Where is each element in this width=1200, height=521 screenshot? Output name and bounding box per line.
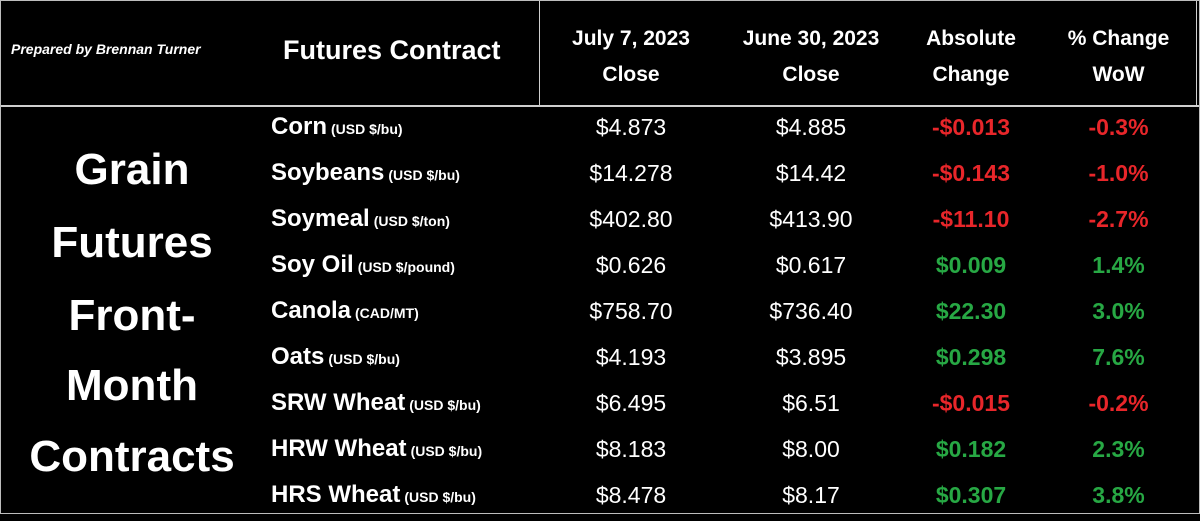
absolute-change-value: -$11.10 <box>932 206 1010 232</box>
jun30-close-value: $14.42 <box>775 160 847 186</box>
pct-change-value: -1.0% <box>1088 160 1149 186</box>
table-row: HRW Wheat (USD $/bu) $8.183 $8.00 $0.182 2.3% <box>1 429 1199 475</box>
commodity-name: SRW Wheat (USD $/bu) <box>271 389 481 416</box>
jul7-close-value: $8.478 <box>595 482 667 508</box>
table-row: Corn (USD $/bu) $4.873 $4.885 -$0.013 -0.3% <box>1 107 1199 153</box>
jun30-close-value: $413.90 <box>769 206 853 232</box>
pct-change-value: 3.0% <box>1092 298 1145 324</box>
side-title-line: Front- <box>68 291 196 340</box>
jun30-close-value: $4.885 <box>775 114 847 140</box>
pct-change-header: % Change WoW <box>1067 27 1170 86</box>
jun30-close-value: $736.40 <box>769 298 853 324</box>
jun30-close-value: $8.00 <box>782 436 840 462</box>
jul7-close-value: $758.70 <box>589 298 673 324</box>
commodity-unit: (USD $/bu) <box>409 397 481 413</box>
commodity-unit: (USD $/bu) <box>328 351 400 367</box>
commodity-name: Soy Oil (USD $/pound) <box>271 251 455 278</box>
absolute-change-value: $0.009 <box>935 252 1007 278</box>
side-title-line: Futures <box>51 218 213 267</box>
absolute-change-value: -$0.143 <box>931 160 1010 186</box>
commodity-name: HRS Wheat (USD $/bu) <box>271 481 476 508</box>
side-title-line: Grain <box>74 145 190 194</box>
header-divider <box>1 105 1199 107</box>
table-row: Soybeans (USD $/bu) $14.278 $14.42 -$0.143 -1… <box>1 153 1199 199</box>
absolute-change-header: Absolute Change <box>926 27 1016 86</box>
jul7-close-value: $4.193 <box>595 344 667 370</box>
jul7-close-value: $14.278 <box>589 160 673 186</box>
column-divider <box>1196 1 1197 105</box>
table-row: HRS Wheat (USD $/bu) $8.478 $8.17 $0.307 3.8% <box>1 475 1199 521</box>
absolute-change-value: $22.30 <box>935 298 1007 324</box>
table-row: SRW Wheat (USD $/bu) $6.495 $6.51 -$0.015 -0.… <box>1 383 1199 429</box>
table-row: Soymeal (USD $/ton) $402.80 $413.90 -$11.10 -… <box>1 199 1199 245</box>
commodity-name: Soymeal (USD $/ton) <box>271 205 450 232</box>
pct-change-value: 7.6% <box>1092 344 1145 370</box>
absolute-change-value: $0.298 <box>935 344 1007 370</box>
jun30-close-value: $0.617 <box>775 252 847 278</box>
pct-change-value: -0.3% <box>1088 114 1149 140</box>
commodity-name: HRW Wheat (USD $/bu) <box>271 435 483 462</box>
commodity-name: Soybeans (USD $/bu) <box>271 159 460 186</box>
absolute-change-value: -$0.015 <box>931 390 1010 416</box>
commodity-unit: (CAD/MT) <box>355 305 419 321</box>
commodity-unit: (USD $/bu) <box>404 489 476 505</box>
jul7-close-value: $8.183 <box>595 436 667 462</box>
jul7-close-value: $4.873 <box>595 114 667 140</box>
pct-change-value: 3.8% <box>1092 482 1145 508</box>
jun30-close-value: $6.51 <box>782 390 840 416</box>
pct-change-value: 2.3% <box>1092 436 1145 462</box>
jul7-close-header: July 7, 2023 Close <box>572 27 690 86</box>
jul7-close-value: $0.626 <box>595 252 667 278</box>
pct-change-value: -2.7% <box>1088 206 1149 232</box>
commodity-name: Canola (CAD/MT) <box>271 297 419 324</box>
absolute-change-value: -$0.013 <box>931 114 1010 140</box>
jun30-close-value: $3.895 <box>775 344 847 370</box>
commodity-unit: (USD $/ton) <box>373 213 450 229</box>
jun30-close-header: June 30, 2023 Close <box>742 27 880 86</box>
commodity-name: Corn (USD $/bu) <box>271 113 403 140</box>
table-row: Canola (CAD/MT) $758.70 $736.40 $22.30 3.0% <box>1 291 1199 337</box>
jul7-close-value: $402.80 <box>589 206 673 232</box>
side-title-line: Contracts <box>29 432 235 481</box>
commodity-unit: (USD $/bu) <box>410 443 483 459</box>
prepared-by-credit: Prepared by Brennan Turner <box>11 41 201 57</box>
column-divider <box>539 1 540 105</box>
commodity-unit: (USD $/bu) <box>388 167 460 183</box>
table-row: Oats (USD $/bu) $4.193 $3.895 $0.298 7.6% <box>1 337 1199 383</box>
table-row: Soy Oil (USD $/pound) $0.626 $0.617 $0.009 1.… <box>1 245 1199 291</box>
absolute-change-value: $0.307 <box>935 482 1007 508</box>
futures-contract-header: Futures Contract <box>283 35 501 65</box>
commodity-unit: (USD $/pound) <box>357 259 455 275</box>
commodity-unit: (USD $/bu) <box>331 121 403 137</box>
pct-change-value: 1.4% <box>1092 252 1145 278</box>
jun30-close-value: $8.17 <box>782 482 840 508</box>
pct-change-value: -0.2% <box>1088 390 1149 416</box>
side-title-line: Month <box>66 361 198 410</box>
absolute-change-value: $0.182 <box>935 436 1007 462</box>
jul7-close-value: $6.495 <box>595 390 667 416</box>
commodity-name: Oats (USD $/bu) <box>271 343 400 370</box>
